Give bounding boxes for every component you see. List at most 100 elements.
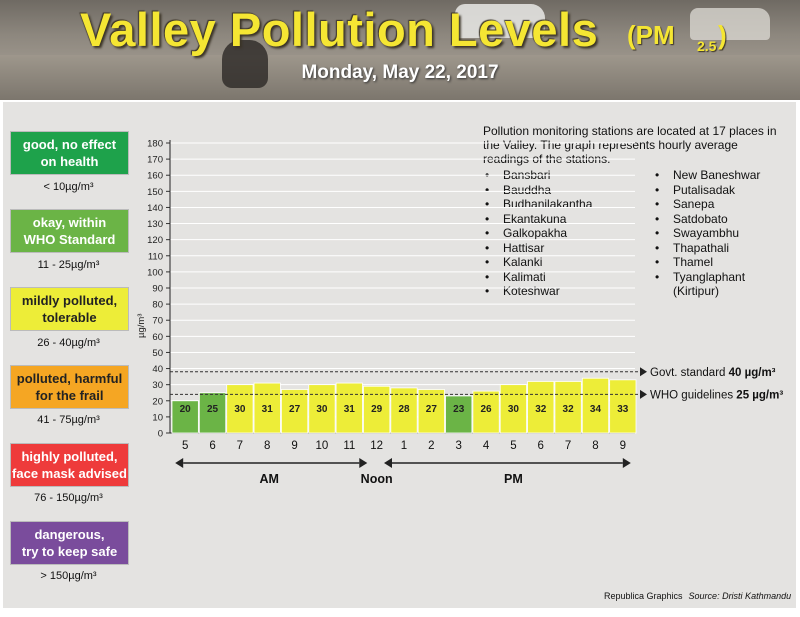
bar-5	[308, 384, 336, 434]
bar-value-2: 30	[234, 404, 246, 415]
col2-station-8: (Kirtipur)	[673, 284, 720, 298]
col1-station-6: Kalanki	[483, 255, 592, 270]
col1-station-7: Kalimati	[483, 270, 592, 285]
legend-dangerous-line2: try to keep safe	[21, 544, 118, 559]
x-tick-label-9: 2	[428, 440, 434, 452]
y-tick-label-8: 80	[152, 300, 163, 311]
page-title: Valley Pollution Levels	[80, 3, 599, 56]
y-tick-label-11: 110	[148, 251, 163, 262]
bar-value-5: 30	[316, 404, 328, 415]
legend-high: highly polluted, face mask advised	[10, 443, 129, 487]
pm-subscript: 2.5	[697, 38, 717, 54]
legend-polluted-line2: for the frail	[35, 388, 104, 403]
bar-1	[198, 392, 227, 434]
bar-2	[226, 384, 254, 434]
y-tick-label-7: 70	[152, 316, 163, 327]
legend-okay: okay, within WHO Standard	[10, 209, 129, 253]
x-tick-label-2: 7	[237, 440, 243, 452]
legend-high-range: 76 - 150µg/m³	[34, 492, 103, 504]
stations-list-1: BansbariBauddhaBudhanilakanthaEkantakuna…	[483, 168, 592, 299]
bar-6	[335, 382, 363, 434]
noon-label: Noon	[361, 472, 393, 486]
y-tick-label-15: 150	[147, 187, 163, 198]
y-tick-label-1: 10	[152, 412, 163, 423]
legend-good-range: < 10µg/m³	[43, 181, 94, 193]
legend-high-line2: face mask advised	[12, 466, 127, 481]
y-tick-label-0: 0	[158, 429, 163, 440]
pm-close-paren: )	[718, 20, 727, 50]
bar-4	[281, 389, 309, 434]
am-label: AM	[260, 472, 279, 486]
y-tick-label-6: 60	[152, 332, 163, 343]
bar-value-15: 34	[590, 404, 602, 415]
col2-station-0: New Baneshwar	[653, 168, 760, 183]
ref-arrow-0	[640, 367, 647, 377]
y-tick-label-5: 50	[152, 348, 163, 359]
legend-polluted-range: 41 - 75µg/m³	[37, 414, 100, 426]
stations-list-2: New BaneshwarPutalisadakSanepaSatdobatoS…	[653, 168, 760, 299]
y-tick-label-2: 20	[152, 396, 163, 407]
am-arrow-left-head	[175, 458, 184, 468]
legend-polluted: polluted, harmful for the frail	[10, 365, 129, 409]
y-tick-label-4: 40	[152, 364, 163, 375]
bar-value-8: 28	[398, 404, 410, 415]
bar-10	[445, 395, 473, 434]
legend-polluted-line1: polluted, harmful	[16, 371, 123, 386]
y-tick-label-18: 180	[147, 139, 163, 150]
y-tick-label-14: 140	[147, 203, 163, 214]
bar-3	[253, 382, 281, 434]
am-arrow-right-head	[359, 458, 368, 468]
y-tick-label-17: 170	[147, 155, 163, 166]
stations-description: Pollution monitoring stations are locate…	[483, 124, 777, 166]
y-tick-label-16: 160	[147, 171, 163, 182]
date-subtitle: Monday, May 22, 2017	[301, 62, 499, 83]
bar-14	[554, 381, 582, 434]
bar-value-16: 33	[617, 404, 629, 415]
col2-station-3: Satdobato	[653, 212, 760, 227]
bar-0	[171, 400, 199, 434]
col2-station-4: Swayambhu	[653, 226, 760, 241]
legend-okay-line2: WHO Standard	[23, 232, 116, 247]
pm-arrow-left-head	[384, 458, 392, 468]
pm-arrow-right-head	[622, 458, 631, 468]
bar-value-9: 27	[426, 404, 438, 415]
y-tick-label-10: 100	[147, 267, 163, 278]
bar-value-12: 30	[508, 404, 520, 415]
col2-station-6: Thamel	[653, 255, 760, 270]
col1-station-5: Hattisar	[483, 241, 592, 256]
road-photo	[0, 55, 800, 100]
legend-dangerous-line1: dangerous,	[34, 527, 105, 542]
motorcycle-photo	[222, 40, 268, 88]
legend-good-line1: good, no effect	[22, 137, 117, 152]
col2-station-7: Tyanglaphant	[653, 270, 760, 285]
bar-13	[527, 381, 555, 434]
ref-value-1: 25 µg/m³	[736, 389, 783, 401]
y-tick-label-13: 130	[147, 219, 163, 230]
bar-12	[499, 384, 527, 434]
bar-value-10: 23	[453, 404, 465, 415]
col1-station-1: Bauddha	[483, 183, 592, 198]
col1-station-3: Ekantakuna	[483, 212, 592, 227]
credit-text: Republica Graphics	[604, 591, 683, 601]
bar-value-11: 26	[480, 404, 492, 415]
x-tick-label-1: 6	[209, 440, 215, 452]
footer-credit: Republica Graphics Source: Dristi Kathman…	[604, 591, 791, 601]
x-tick-label-0: 5	[182, 440, 188, 452]
x-tick-label-7: 12	[370, 440, 383, 452]
x-tick-label-13: 6	[538, 440, 544, 452]
source-text: Source: Dristi Kathmandu	[688, 591, 792, 601]
legend-mild-line1: mildly polluted,	[21, 293, 118, 308]
x-tick-label-15: 8	[592, 440, 598, 452]
x-tick-label-14: 7	[565, 440, 571, 452]
y-axis-label: µg/m³	[136, 314, 147, 338]
legend-high-line1: highly polluted,	[21, 449, 118, 464]
legend-mild: mildly polluted, tolerable	[10, 287, 129, 331]
legend-dangerous-range: > 150µg/m³	[40, 570, 97, 582]
bar-15	[581, 377, 610, 434]
col2-station-2: Sanepa	[653, 197, 760, 212]
bar-value-6: 31	[344, 404, 356, 415]
car-photo	[455, 4, 545, 38]
x-tick-label-5: 10	[316, 440, 329, 452]
bar-value-0: 20	[180, 404, 192, 415]
